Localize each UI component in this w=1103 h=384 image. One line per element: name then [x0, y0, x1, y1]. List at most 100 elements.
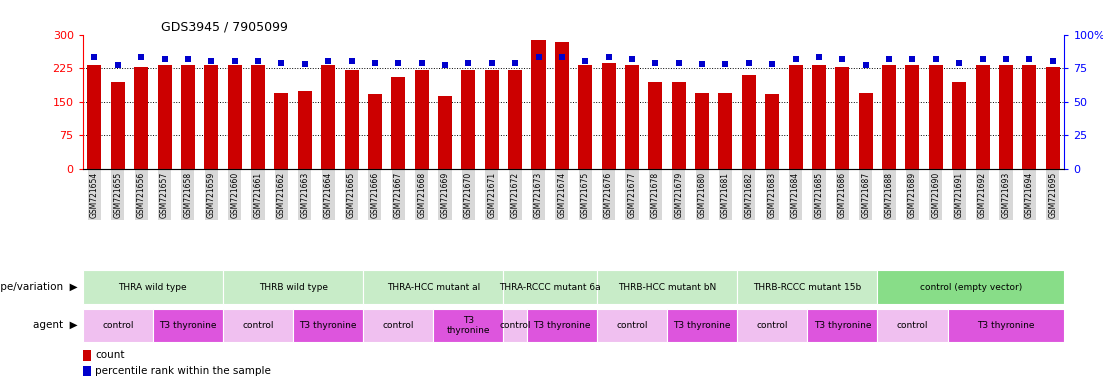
Point	[343, 58, 361, 65]
Bar	[929, 65, 943, 169]
Point	[319, 58, 336, 65]
Text: control: control	[243, 321, 274, 330]
FancyBboxPatch shape	[503, 270, 597, 304]
Point	[389, 60, 407, 66]
Point	[1043, 58, 1061, 65]
Bar	[906, 65, 920, 169]
Point	[974, 56, 992, 62]
Bar	[344, 70, 358, 169]
Bar	[227, 65, 242, 169]
Point	[272, 60, 290, 66]
Bar	[181, 65, 195, 169]
Point	[226, 58, 244, 65]
Text: agent  ▶: agent ▶	[33, 320, 77, 331]
FancyBboxPatch shape	[737, 309, 807, 342]
Text: THRB wild type: THRB wild type	[258, 283, 328, 291]
Text: count: count	[95, 350, 125, 360]
Point	[880, 56, 898, 62]
FancyBboxPatch shape	[363, 309, 433, 342]
Text: control: control	[383, 321, 414, 330]
Point	[553, 55, 570, 61]
Bar	[415, 70, 429, 169]
FancyBboxPatch shape	[597, 309, 667, 342]
Bar	[321, 65, 335, 169]
Point	[810, 55, 827, 61]
Point	[1020, 56, 1038, 62]
FancyBboxPatch shape	[667, 309, 737, 342]
Point	[529, 55, 547, 61]
Bar	[508, 70, 522, 169]
Bar	[392, 77, 405, 169]
Point	[109, 63, 127, 69]
Point	[506, 60, 524, 66]
Bar	[298, 91, 312, 169]
Point	[951, 60, 968, 66]
Text: control: control	[757, 321, 788, 330]
Text: control: control	[617, 321, 647, 330]
FancyBboxPatch shape	[83, 309, 153, 342]
Text: percentile rank within the sample: percentile rank within the sample	[95, 366, 271, 376]
Point	[646, 60, 664, 66]
Bar	[87, 65, 101, 169]
Bar	[204, 65, 218, 169]
Bar	[83, 350, 90, 361]
Bar	[882, 65, 896, 169]
FancyBboxPatch shape	[527, 309, 597, 342]
Bar	[765, 94, 779, 169]
FancyBboxPatch shape	[947, 309, 1064, 342]
Point	[600, 55, 618, 61]
Bar	[484, 70, 499, 169]
FancyBboxPatch shape	[363, 270, 503, 304]
Bar	[438, 96, 452, 169]
Point	[927, 56, 944, 62]
Point	[577, 58, 595, 65]
Bar	[110, 82, 125, 169]
Text: T3 thyronine: T3 thyronine	[159, 321, 216, 330]
FancyBboxPatch shape	[153, 309, 223, 342]
Bar	[1022, 65, 1037, 169]
Point	[670, 60, 687, 66]
Bar	[999, 65, 1013, 169]
FancyBboxPatch shape	[433, 309, 503, 342]
FancyBboxPatch shape	[503, 309, 527, 342]
FancyBboxPatch shape	[807, 309, 877, 342]
Point	[834, 56, 852, 62]
FancyBboxPatch shape	[223, 309, 293, 342]
Text: control: control	[500, 321, 531, 330]
Point	[903, 56, 921, 62]
Point	[436, 63, 453, 69]
Point	[740, 60, 758, 66]
Bar	[461, 70, 475, 169]
Text: THRA wild type: THRA wild type	[118, 283, 188, 291]
FancyBboxPatch shape	[877, 309, 947, 342]
Point	[717, 61, 735, 67]
Bar	[625, 65, 639, 169]
Bar	[158, 65, 172, 169]
Bar	[789, 65, 803, 169]
FancyBboxPatch shape	[737, 270, 877, 304]
Bar	[601, 63, 615, 169]
Text: THRB-RCCC mutant 15b: THRB-RCCC mutant 15b	[753, 283, 861, 291]
Bar	[649, 82, 663, 169]
Bar	[975, 65, 989, 169]
Point	[249, 58, 267, 65]
Point	[763, 61, 781, 67]
Bar	[742, 75, 756, 169]
Point	[623, 56, 641, 62]
Point	[86, 55, 104, 61]
Point	[857, 63, 875, 69]
Text: control (empty vector): control (empty vector)	[920, 283, 1022, 291]
Bar	[1046, 67, 1060, 169]
Bar	[368, 94, 382, 169]
Bar	[555, 42, 569, 169]
Bar	[532, 40, 546, 169]
Bar	[578, 65, 592, 169]
Point	[413, 60, 430, 66]
Bar	[859, 93, 872, 169]
Bar	[251, 65, 265, 169]
Text: THRA-HCC mutant al: THRA-HCC mutant al	[387, 283, 480, 291]
Text: T3 thyronine: T3 thyronine	[673, 321, 731, 330]
Text: control: control	[103, 321, 133, 330]
Text: T3 thyronine: T3 thyronine	[533, 321, 590, 330]
Text: T3
thyronine: T3 thyronine	[447, 316, 490, 335]
